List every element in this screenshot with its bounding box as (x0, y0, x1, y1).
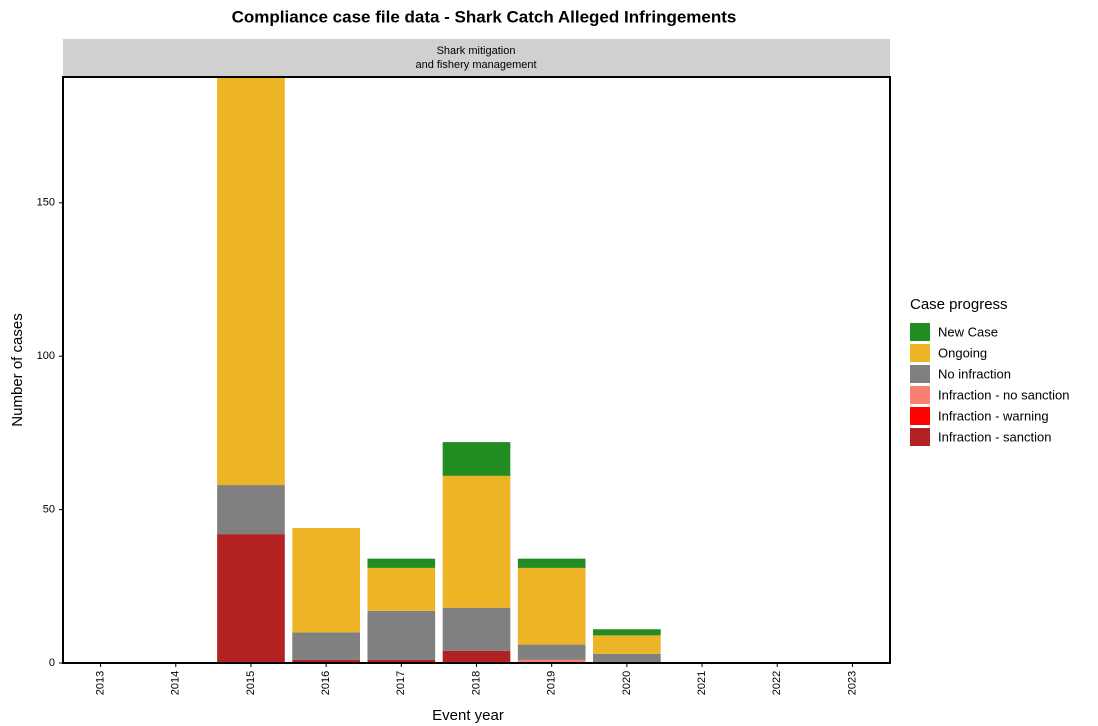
bar-segment (217, 534, 285, 663)
bars (217, 77, 661, 663)
strip-label: Shark mitigation (437, 45, 516, 57)
legend-title: Case progress (910, 296, 1008, 313)
x-tick-label: 2017 (395, 671, 407, 695)
x-tick-label: 2023 (846, 671, 858, 695)
legend-label: New Case (938, 324, 998, 339)
legend-label: Ongoing (938, 345, 987, 360)
legend-label: Infraction - no sanction (938, 387, 1070, 402)
y-tick-label: 150 (37, 197, 55, 209)
x-tick-label: 2018 (470, 671, 482, 695)
legend-swatch (910, 365, 930, 383)
bar-segment (442, 475, 511, 608)
bar-segment (442, 650, 511, 663)
legend-label: No infraction (938, 366, 1011, 381)
y-tick-label: 100 (37, 350, 55, 362)
strip-label: and fishery management (415, 59, 536, 71)
bar-segment (593, 635, 661, 654)
x-tick-label: 2022 (771, 671, 783, 695)
x-tick-label: 2014 (170, 671, 182, 695)
bar-segment (442, 607, 511, 651)
x-tick-label: 2021 (696, 671, 708, 695)
legend-label: Infraction - sanction (938, 429, 1051, 444)
bar-segment (217, 485, 285, 535)
y-axis-label: Number of cases (9, 313, 26, 426)
bar-segment (367, 558, 436, 568)
bar-segment (593, 629, 661, 636)
x-tick-label: 2020 (621, 671, 633, 695)
x-axis-label: Event year (432, 707, 504, 724)
bar-segment (292, 659, 360, 663)
y-tick-label: 0 (49, 657, 55, 669)
x-tick-label: 2019 (546, 671, 558, 695)
x-tick-label: 2016 (320, 671, 332, 695)
bar-segment (517, 659, 586, 663)
bar-segment (292, 632, 360, 660)
bar-segment (292, 528, 360, 633)
bar-segment (517, 558, 586, 568)
bar-segment (217, 77, 285, 486)
strip (63, 39, 890, 76)
bar-segment (367, 659, 436, 663)
x-tick-label: 2013 (94, 671, 106, 695)
y-tick-label: 50 (43, 504, 55, 516)
bar-segment (367, 610, 436, 660)
bar-segment (517, 644, 586, 660)
bar-segment (367, 567, 436, 611)
chart-title: Compliance case file data - Shark Catch … (232, 7, 737, 26)
bar-segment (442, 442, 511, 476)
legend-swatch (910, 323, 930, 341)
legend-swatch (910, 386, 930, 404)
legend-swatch (910, 344, 930, 362)
legend-label: Infraction - warning (938, 408, 1049, 423)
legend-swatch (910, 407, 930, 425)
bar-segment (593, 653, 661, 663)
legend-swatch (910, 428, 930, 446)
x-tick-label: 2015 (245, 671, 257, 695)
bar-segment (517, 567, 586, 645)
